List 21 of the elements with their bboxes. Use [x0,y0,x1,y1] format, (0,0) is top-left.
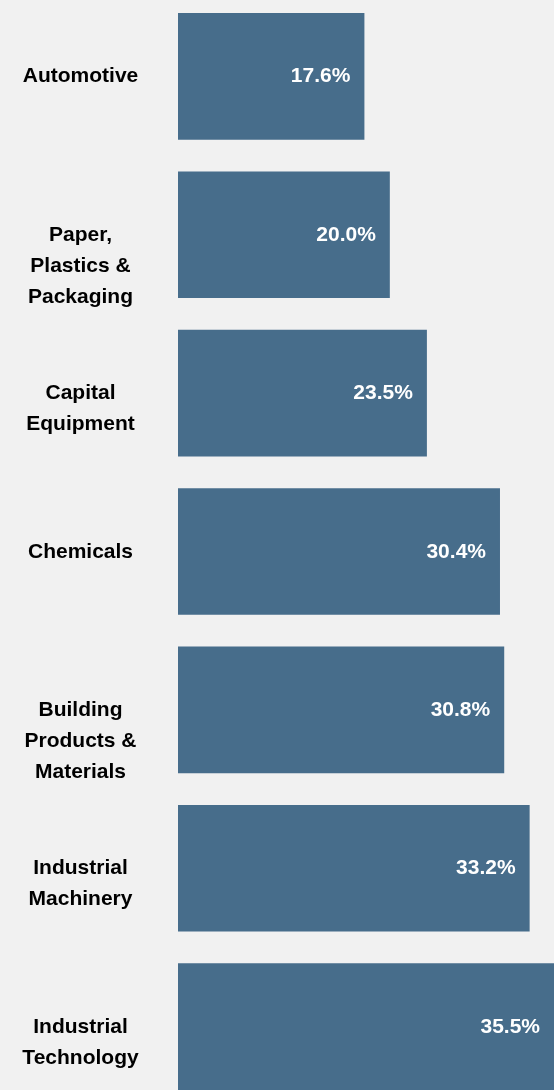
data-label: 35.5% [480,1013,541,1037]
data-label: 23.5% [353,380,414,404]
bar [178,13,365,140]
y-tick-label: Capital Equipment [26,380,135,435]
bar [178,646,505,774]
bar [178,488,500,615]
y-tick-label: Industrial Technology [22,1013,139,1068]
data-label: 17.6% [290,63,351,87]
data-label: 20.0% [316,221,377,245]
y-tick-label: Building Products & Materials [24,696,137,782]
y-tick-label: Automotive [22,63,139,87]
y-tick-label: Chemicals [27,538,134,562]
bar [178,963,554,1090]
bar [178,804,530,932]
bar [178,329,427,457]
data-label: 30.8% [430,696,491,720]
data-label: 30.4% [426,538,487,562]
data-label: 33.2% [456,855,516,879]
y-tick-label: Paper, Plastics & Packaging [27,221,134,307]
bar [178,171,390,299]
y-tick-label: Industrial Machinery [28,855,133,910]
